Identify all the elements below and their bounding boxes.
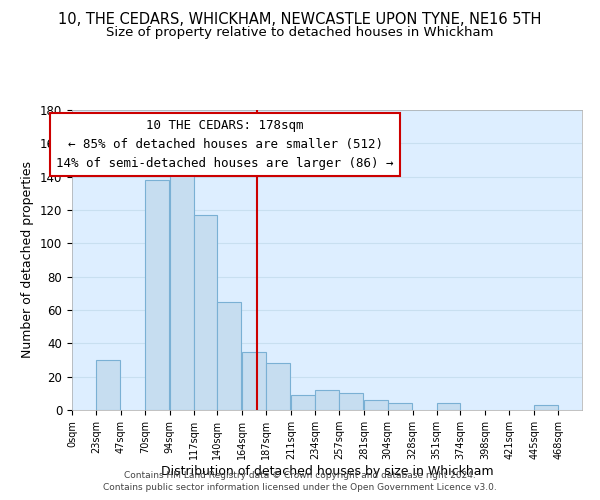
- Text: Size of property relative to detached houses in Whickham: Size of property relative to detached ho…: [106, 26, 494, 39]
- Bar: [388, 404, 412, 410]
- Bar: [96, 360, 120, 410]
- Y-axis label: Number of detached properties: Number of detached properties: [22, 162, 34, 358]
- Bar: [339, 394, 363, 410]
- Bar: [242, 352, 266, 410]
- Bar: [266, 364, 290, 410]
- Bar: [170, 175, 194, 410]
- Text: 10, THE CEDARS, WHICKHAM, NEWCASTLE UPON TYNE, NE16 5TH: 10, THE CEDARS, WHICKHAM, NEWCASTLE UPON…: [58, 12, 542, 28]
- Bar: [145, 180, 169, 410]
- Bar: [534, 405, 558, 410]
- Bar: [291, 395, 315, 410]
- Bar: [194, 215, 217, 410]
- Text: 10 THE CEDARS: 178sqm
← 85% of detached houses are smaller (512)
14% of semi-det: 10 THE CEDARS: 178sqm ← 85% of detached …: [56, 119, 394, 170]
- Bar: [437, 404, 460, 410]
- Bar: [315, 390, 339, 410]
- Bar: [364, 400, 388, 410]
- X-axis label: Distribution of detached houses by size in Whickham: Distribution of detached houses by size …: [161, 465, 493, 478]
- Bar: [217, 302, 241, 410]
- Text: Contains HM Land Registry data © Crown copyright and database right 2024.
Contai: Contains HM Land Registry data © Crown c…: [103, 471, 497, 492]
